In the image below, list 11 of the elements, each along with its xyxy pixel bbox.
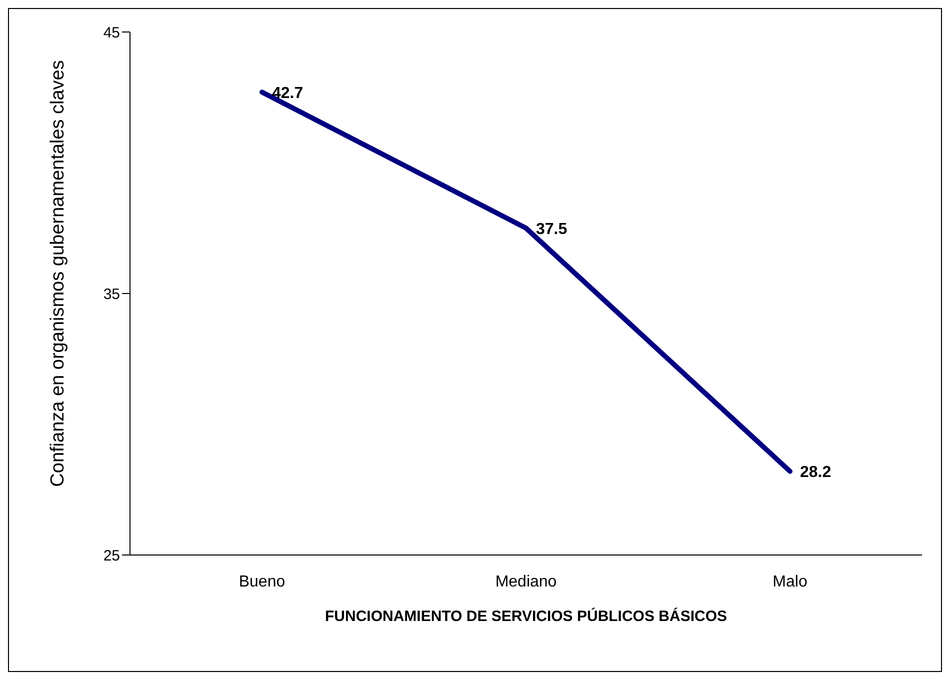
x-tick-label: Bueno bbox=[238, 573, 286, 590]
data-label: 37.5 bbox=[536, 220, 568, 238]
x-axis-title: FUNCIONAMIENTO DE SERVICIOS PÚBLICOS BÁSICOS bbox=[325, 607, 727, 625]
y-tick-label: 25 bbox=[103, 547, 120, 564]
x-tick-label: Mediano bbox=[495, 573, 557, 590]
data-label: 28.2 bbox=[800, 464, 832, 481]
y-tick-label: 35 bbox=[103, 286, 120, 303]
x-tick-label: Malo bbox=[772, 573, 808, 590]
y-tick-label: 45 bbox=[103, 24, 120, 42]
data-label: 42.7 bbox=[272, 84, 304, 102]
y-axis-title: Confianza en organismos gubernamentales claves bbox=[48, 60, 69, 487]
